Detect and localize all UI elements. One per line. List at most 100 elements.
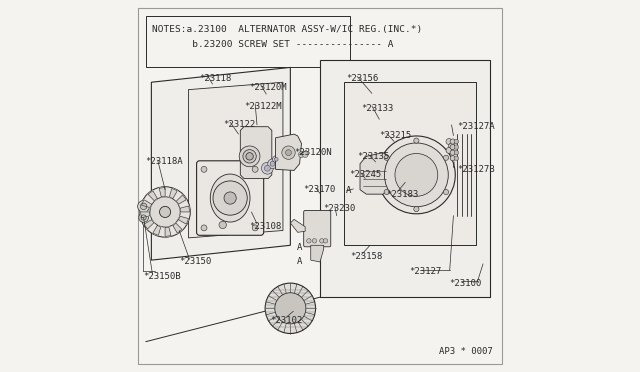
Polygon shape [177, 195, 186, 204]
Polygon shape [291, 219, 305, 232]
Polygon shape [180, 206, 189, 212]
Circle shape [264, 165, 270, 171]
FancyBboxPatch shape [304, 211, 331, 247]
Circle shape [450, 150, 455, 155]
Circle shape [268, 159, 277, 169]
Circle shape [298, 151, 305, 157]
Circle shape [444, 155, 449, 160]
Circle shape [275, 157, 278, 161]
Circle shape [273, 155, 280, 163]
Circle shape [265, 283, 316, 334]
Text: *23135: *23135 [357, 152, 389, 161]
Circle shape [450, 144, 455, 150]
Circle shape [141, 215, 146, 220]
Polygon shape [276, 134, 301, 170]
Polygon shape [141, 200, 152, 208]
Text: *23133: *23133 [361, 104, 393, 113]
Circle shape [384, 189, 389, 195]
Circle shape [323, 238, 328, 243]
Polygon shape [173, 223, 182, 233]
Circle shape [239, 146, 260, 167]
Text: *23245: *23245 [349, 170, 381, 179]
Polygon shape [320, 60, 490, 297]
Text: *23127A: *23127A [457, 122, 495, 131]
Circle shape [307, 238, 311, 243]
Circle shape [150, 197, 180, 227]
Circle shape [201, 166, 207, 172]
Circle shape [246, 153, 253, 160]
Text: A: A [297, 257, 302, 266]
Polygon shape [311, 245, 324, 262]
Circle shape [384, 155, 389, 160]
Polygon shape [240, 127, 272, 179]
Text: *23118: *23118 [200, 74, 232, 83]
Text: *23120M: *23120M [250, 83, 287, 92]
Text: *23170: *23170 [303, 185, 335, 194]
Text: *23127B: *23127B [457, 165, 495, 174]
Circle shape [140, 187, 190, 237]
Circle shape [395, 154, 438, 196]
Circle shape [312, 238, 317, 243]
Circle shape [285, 150, 291, 155]
FancyBboxPatch shape [196, 161, 264, 235]
Ellipse shape [211, 174, 250, 222]
Text: *23108: *23108 [250, 222, 282, 231]
Circle shape [252, 166, 258, 172]
Text: *23150B: *23150B [143, 272, 180, 281]
Polygon shape [165, 227, 171, 236]
Circle shape [275, 293, 306, 324]
Circle shape [414, 138, 419, 143]
Text: *23215: *23215 [380, 131, 412, 141]
Circle shape [138, 201, 150, 212]
Circle shape [270, 161, 275, 166]
Polygon shape [148, 191, 157, 201]
Polygon shape [144, 220, 154, 229]
Circle shape [414, 206, 419, 212]
Text: *23118A: *23118A [145, 157, 182, 166]
Text: *23150: *23150 [179, 257, 211, 266]
Circle shape [449, 143, 454, 149]
Polygon shape [159, 187, 165, 197]
Circle shape [444, 189, 449, 195]
Circle shape [385, 143, 448, 207]
Circle shape [378, 136, 455, 214]
Text: *23158: *23158 [350, 252, 383, 261]
Circle shape [213, 181, 247, 215]
Circle shape [454, 150, 459, 155]
Polygon shape [170, 189, 177, 198]
Circle shape [262, 162, 273, 174]
Circle shape [140, 203, 147, 210]
Bar [146, 16, 349, 67]
Polygon shape [188, 82, 283, 238]
Text: A: A [297, 243, 302, 251]
Text: NOTES:a.23100  ALTERNATOR ASSY-W/IC REG.(INC.*): NOTES:a.23100 ALTERNATOR ASSY-W/IC REG.(… [152, 25, 423, 34]
Circle shape [302, 151, 308, 157]
Circle shape [454, 145, 459, 149]
Circle shape [446, 147, 452, 153]
Polygon shape [153, 225, 161, 235]
Circle shape [224, 192, 236, 204]
Circle shape [454, 156, 459, 160]
Circle shape [243, 150, 256, 163]
Text: *23122M: *23122M [244, 102, 282, 111]
Polygon shape [179, 216, 189, 224]
Text: b.23200 SCREW SET --------------- A: b.23200 SCREW SET --------------- A [152, 39, 394, 49]
Text: *23183: *23183 [387, 190, 419, 199]
Circle shape [219, 221, 227, 229]
Text: *23102: *23102 [270, 316, 302, 325]
Circle shape [454, 139, 459, 144]
Text: *23100: *23100 [449, 279, 481, 288]
Circle shape [319, 238, 324, 243]
Polygon shape [152, 67, 291, 260]
Circle shape [252, 225, 258, 231]
Text: AP3 * 0007: AP3 * 0007 [438, 347, 492, 356]
Circle shape [282, 146, 295, 159]
Circle shape [450, 155, 455, 161]
Circle shape [201, 225, 207, 231]
Text: *23127: *23127 [409, 267, 441, 276]
Polygon shape [344, 82, 476, 245]
Polygon shape [141, 212, 150, 218]
Text: *23122: *23122 [223, 121, 256, 129]
Circle shape [139, 213, 148, 222]
Text: *23120N: *23120N [294, 148, 332, 157]
